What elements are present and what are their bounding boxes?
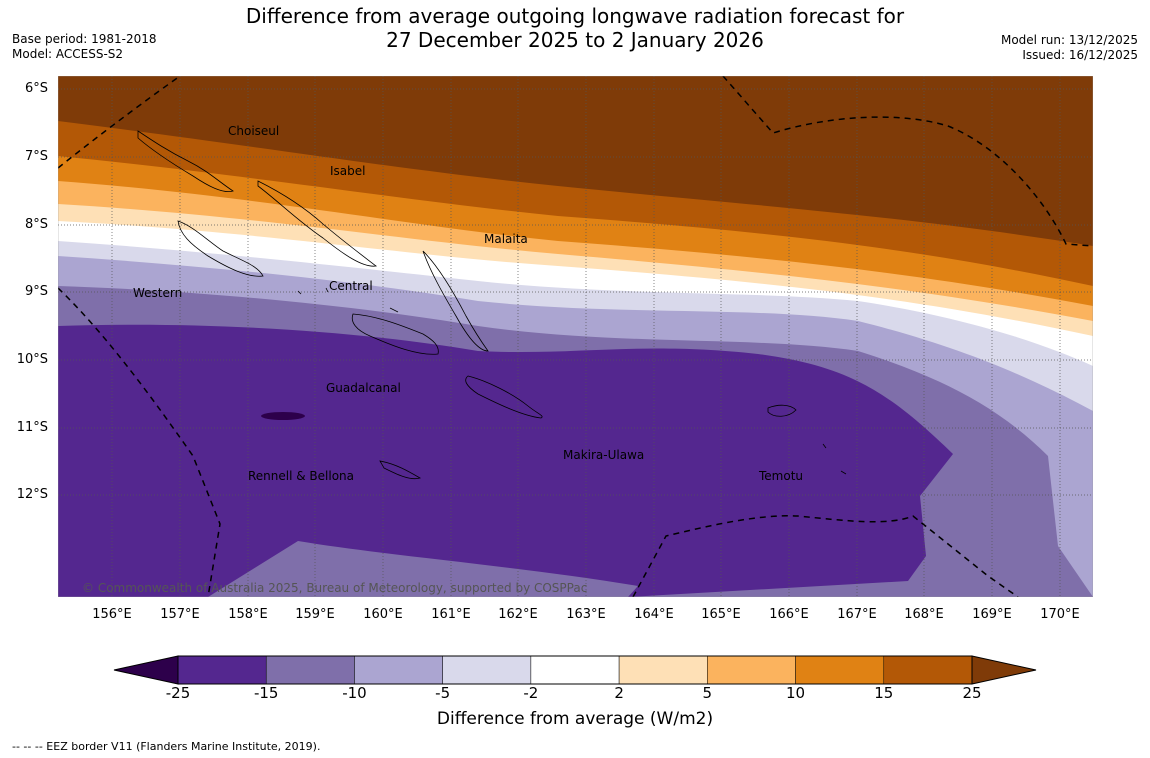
lon-label: 156°E (92, 607, 132, 622)
colorbar-tick-label: -2 (523, 684, 539, 702)
lon-label: 158°E (228, 607, 268, 622)
colorbar-segment (354, 655, 443, 685)
santa-cruz-islands (767, 404, 797, 417)
lat-label: 12°S (16, 487, 48, 502)
lon-label: 162°E (498, 607, 538, 622)
isabel-island (257, 180, 377, 267)
lat-label: 6°S (24, 81, 48, 96)
region-label-isabel: Isabel (330, 164, 366, 178)
small-islets (297, 287, 847, 475)
colorbar (113, 655, 1037, 685)
colorbar-segment (883, 655, 973, 685)
lon-label: 159°E (295, 607, 335, 622)
lon-label: 164°E (634, 607, 674, 622)
lon-label: 161°E (431, 607, 471, 622)
map-panel (58, 76, 1093, 597)
lat-label: 11°S (16, 420, 48, 435)
colorbar-tick-label: 2 (614, 684, 624, 702)
region-label-western: Western (133, 286, 183, 300)
lat-label: 7°S (24, 149, 48, 164)
lon-label: 169°E (972, 607, 1012, 622)
colorbar-segment (265, 655, 355, 685)
lon-label: 168°E (904, 607, 944, 622)
colorbar-segment (442, 655, 532, 685)
model-name: Model: ACCESS-S2 (12, 47, 124, 61)
malaita-island (422, 250, 489, 352)
colorbar-under-triangle (113, 655, 179, 685)
lat-label: 10°S (16, 352, 48, 367)
colorbar-segment (795, 655, 885, 685)
choiseul-island (137, 130, 234, 193)
region-label-temotu: Temotu (759, 469, 804, 483)
base-period: Base period: 1981-2018 (12, 32, 157, 46)
colorbar-tick-label: 15 (874, 684, 894, 702)
colorbar-title: Difference from average (W/m2) (436, 709, 714, 729)
map-title-line2: 27 December 2025 to 2 January 2026 (386, 28, 764, 52)
colorbar-over-triangle (971, 655, 1037, 685)
colorbar-tick-label: 5 (702, 684, 713, 702)
rennell-island (379, 460, 421, 480)
region-label-malaita: Malaita (484, 232, 528, 246)
band-lower-minus15 (208, 541, 638, 597)
copyright-notice: © Commonwealth of Australia 2025, Bureau… (82, 581, 588, 595)
colorbar-tick-label: -25 (165, 684, 191, 702)
colorbar-tick-label: -5 (435, 684, 451, 702)
colorbar-tick-label: 25 (962, 684, 982, 702)
lon-label: 170°E (1040, 607, 1080, 622)
region-label-guadalcanal: Guadalcanal (326, 381, 401, 395)
band-minus25-to-minus15 (58, 324, 953, 597)
lon-label: 166°E (769, 607, 809, 622)
eez-legend-note: -- -- -- EEZ border V11 (Flanders Marine… (12, 740, 321, 753)
lon-label: 163°E (566, 607, 606, 622)
issued-date: Issued: 16/12/2025 (1022, 48, 1138, 62)
guadalcanal-island (351, 313, 439, 355)
lat-label: 9°S (24, 284, 48, 299)
colorbar-segment (618, 655, 708, 685)
region-label-choiseul: Choiseul (228, 124, 280, 138)
region-label-rennell-bellona: Rennell & Bellona (248, 469, 355, 483)
colorbar-tick-label: -10 (342, 684, 367, 702)
eez-border (58, 76, 1093, 597)
colorbar-tick-label: -15 (253, 684, 279, 702)
lon-label: 157°E (160, 607, 200, 622)
lon-label: 160°E (363, 607, 403, 622)
lon-label: 165°E (701, 607, 741, 622)
map-title-line1: Difference from average outgoing longwav… (245, 4, 905, 28)
colorbar-tick-label: 10 (786, 684, 806, 702)
colorbar-segment (707, 655, 796, 685)
new-georgia-islands (177, 220, 264, 277)
region-label-central: Central (329, 279, 373, 293)
band-below-minus25 (261, 412, 305, 420)
model-run: Model run: 13/12/2025 (1000, 33, 1138, 47)
region-label-makira-ulawa: Makira-Ulawa (563, 448, 645, 462)
makira-island (465, 375, 543, 419)
colorbar-segment (177, 655, 267, 685)
lat-label: 8°S (24, 217, 48, 232)
colorbar-segment (530, 655, 620, 685)
coastlines (137, 130, 847, 480)
lon-label: 167°E (837, 607, 877, 622)
